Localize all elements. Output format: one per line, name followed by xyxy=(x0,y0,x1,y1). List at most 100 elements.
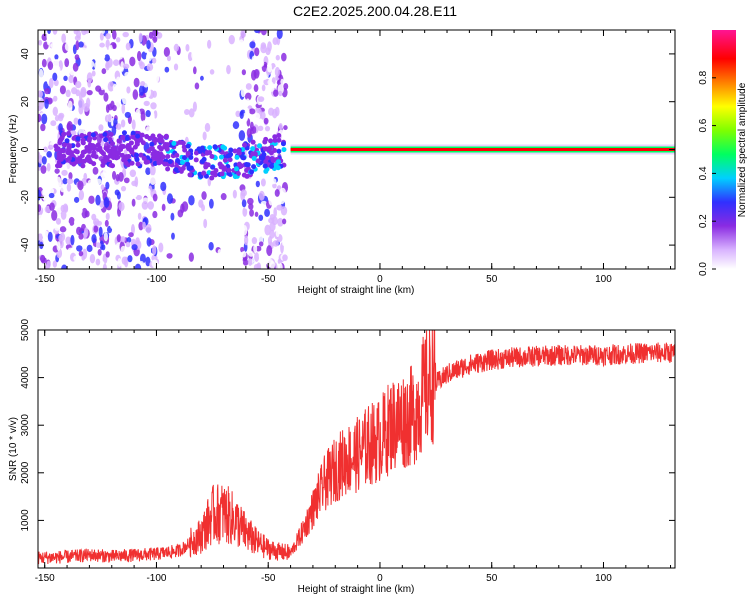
snr-x-axis-label: Height of straight line (km) xyxy=(298,584,415,595)
heatmap-cell xyxy=(262,163,268,169)
heatmap-cell xyxy=(254,58,261,69)
heatmap-cell xyxy=(87,79,92,88)
heatmap-cell xyxy=(163,46,171,58)
heatmap-cell xyxy=(70,130,77,136)
heatmap-cell xyxy=(55,176,62,188)
heatmap-cell xyxy=(78,41,84,48)
heatmap-cell xyxy=(50,42,57,49)
heatmap-cell xyxy=(67,100,73,111)
heatmap-cell xyxy=(240,189,247,197)
heatmap-cell xyxy=(121,93,128,105)
heatmap-cell xyxy=(266,185,273,193)
heatmap-cell xyxy=(183,109,190,115)
heatmap-cell xyxy=(120,61,125,72)
heatmap-cell xyxy=(272,137,278,143)
heatmap-cell xyxy=(99,42,105,48)
heatmap-cell xyxy=(131,198,136,207)
heatmap-cell xyxy=(76,226,82,236)
heatmap-cell xyxy=(269,82,275,92)
heatmap-cell xyxy=(80,163,86,169)
heatmap-cell xyxy=(63,75,68,82)
heatmap-cell xyxy=(249,192,256,199)
heatmap-cell xyxy=(281,147,287,153)
heatmap-cell xyxy=(73,117,79,125)
heatmap-cell xyxy=(276,30,283,40)
colorbar-tick-label: 0.8 xyxy=(698,70,709,84)
heatmap-cell xyxy=(57,163,63,169)
heatmap-cell xyxy=(275,54,280,61)
heatmap-cell xyxy=(91,150,97,156)
heatmap-cell xyxy=(58,156,64,162)
heatmap-cell xyxy=(132,89,139,100)
heatmap-cell xyxy=(268,217,275,224)
heatmap-cell xyxy=(250,146,256,152)
heatmap-cell xyxy=(134,152,140,158)
heatmap-cell xyxy=(271,108,278,119)
heatmap-cell xyxy=(94,61,101,70)
heatmap-cell xyxy=(120,119,126,128)
heatmap-cell xyxy=(141,201,149,210)
heatmap-cell xyxy=(99,240,104,251)
colorbar-tick-label: 0.2 xyxy=(698,214,709,228)
heatmap-cell xyxy=(213,108,218,115)
heatmap-cell xyxy=(38,99,45,110)
heatmap-cell xyxy=(65,162,73,173)
heatmap-cell xyxy=(244,235,249,246)
heatmap-cell xyxy=(65,236,72,245)
heatmap-cell xyxy=(119,36,125,46)
heatmap-cell xyxy=(63,186,67,198)
heatmap-cell xyxy=(160,154,166,160)
heatmap-cell xyxy=(41,33,48,41)
heatmap-cell xyxy=(269,221,276,232)
heatmap-cell xyxy=(105,181,110,190)
snr-x-ticks: -150 -100 -50 0 50 100 xyxy=(35,330,672,584)
heatmap-cell xyxy=(207,39,212,49)
heatmap-cell xyxy=(71,161,77,167)
heatmap-cell xyxy=(262,139,268,145)
heatmap-cell xyxy=(56,151,62,157)
heatmap-cell xyxy=(88,195,95,204)
heatmap-cell xyxy=(208,242,214,251)
heatmap-cell xyxy=(112,30,117,40)
heatmap-cell xyxy=(47,231,53,242)
heatmap-cell xyxy=(192,66,197,75)
heatmap-cell xyxy=(173,43,179,52)
heatmap-cell xyxy=(152,160,158,166)
heatmap-cell xyxy=(78,250,84,257)
heatmap-cell xyxy=(192,101,197,112)
heatmap-cell xyxy=(173,63,179,71)
heatmap-cell xyxy=(169,93,175,101)
heatmap-cell xyxy=(78,98,85,109)
heatmap-cell xyxy=(144,70,150,77)
heatmap-cell xyxy=(197,148,203,154)
colorbar-scale xyxy=(712,30,736,269)
heatmap-cell xyxy=(208,84,215,90)
heatmap-cell xyxy=(105,212,110,221)
heatmap-cell xyxy=(273,89,279,97)
heatmap-y-axis-label: Frequency (Hz) xyxy=(8,115,19,184)
heatmap-cell xyxy=(52,30,58,35)
y-tick-label: 3000 xyxy=(20,414,31,437)
heatmap-cell xyxy=(239,110,244,120)
heatmap-cell xyxy=(121,130,127,136)
heatmap-cell xyxy=(64,42,71,52)
heatmap-cell xyxy=(75,80,82,89)
heatmap-cell xyxy=(188,154,194,160)
heatmap-cell xyxy=(247,258,253,266)
heatmap-cell xyxy=(215,40,222,48)
heatmap-cell xyxy=(120,185,127,192)
colorbar-tick-label: 0.4 xyxy=(698,166,709,180)
heatmap-cell xyxy=(250,139,256,145)
heatmap-cell xyxy=(107,136,113,142)
heatmap-cell xyxy=(208,198,214,209)
heatmap-cell xyxy=(260,200,268,207)
heatmap-cell xyxy=(264,224,271,236)
heatmap-cell xyxy=(81,255,86,261)
heatmap-cell xyxy=(83,227,89,238)
heatmap-cell xyxy=(263,92,269,100)
heatmap-cell xyxy=(43,53,49,60)
heatmap-cell xyxy=(78,189,85,201)
heatmap-cell xyxy=(147,201,154,210)
heatmap-cell xyxy=(108,162,114,168)
heatmap-cell xyxy=(80,239,88,247)
